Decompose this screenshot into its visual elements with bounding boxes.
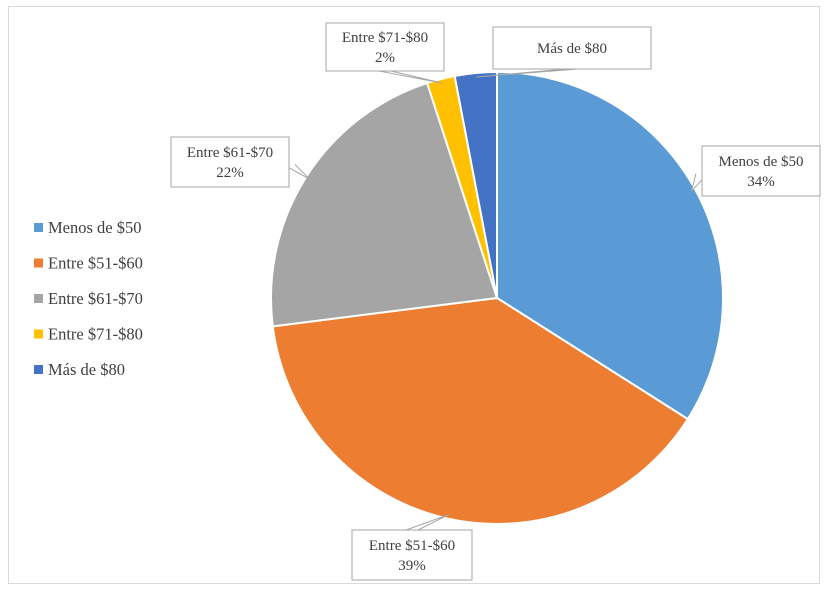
- callout-value-label: 34%: [747, 174, 775, 190]
- data-label-menos-de-50: Menos de $50 34%: [691, 145, 821, 197]
- legend-item-menos-de-50: Menos de $50: [34, 218, 142, 237]
- pie-slice-m-s-de-80: [453, 70, 498, 299]
- pie-slice-menos-de-50: [496, 70, 724, 421]
- callout-category-label: Más de $80: [537, 41, 607, 57]
- data-label-m-s-de-80: Más de $80: [476, 26, 652, 78]
- callout-category-label: Entre $51-$60: [369, 538, 455, 554]
- legend-item-entre-71-80: Entre $71-$80: [34, 325, 143, 344]
- pie-slice-entre-51-60: [271, 296, 690, 525]
- callout-box: [492, 26, 652, 70]
- callout-category-label: Entre $61-$70: [187, 145, 273, 161]
- legend-label: Entre $71-$80: [48, 325, 143, 344]
- callout-pointer: [476, 68, 579, 78]
- legend-label: Entre $51-$60: [48, 254, 143, 273]
- callout-box: [701, 145, 821, 197]
- callout-pointer: [378, 70, 442, 84]
- legend-item-entre-51-60: Entre $51-$60: [34, 254, 143, 273]
- legend-label: Más de $80: [48, 360, 125, 379]
- data-label-entre-71-80: Entre $71-$80 2%: [325, 22, 445, 84]
- legend-swatch: [34, 365, 43, 374]
- data-label-entre-61-70: Entre $61-$70 22%: [170, 136, 310, 188]
- callout-box: [325, 22, 445, 72]
- callout-pointer: [282, 164, 310, 180]
- callout-category-label: Entre $71-$80: [342, 30, 428, 46]
- callout-box: [351, 529, 473, 581]
- data-label-entre-51-60: Entre $51-$60 39%: [351, 514, 473, 581]
- callout-pointer: [405, 514, 449, 531]
- callout-box: [170, 136, 290, 188]
- callout-category-label: Menos de $50: [719, 154, 804, 170]
- legend-swatch: [34, 294, 43, 303]
- legend-item-entre-61-70: Entre $61-$70: [34, 289, 143, 308]
- callout-value-label: 2%: [375, 50, 395, 66]
- legend-swatch: [34, 258, 43, 268]
- legend-item-m-s-de-80: Más de $80: [34, 360, 125, 379]
- callout-value-label: 39%: [398, 558, 426, 574]
- legend-label: Entre $61-$70: [48, 289, 143, 308]
- legend-swatch: [34, 223, 43, 232]
- legend-label: Menos de $50: [48, 218, 142, 237]
- callout-value-label: 22%: [216, 165, 244, 181]
- legend-swatch: [34, 329, 43, 339]
